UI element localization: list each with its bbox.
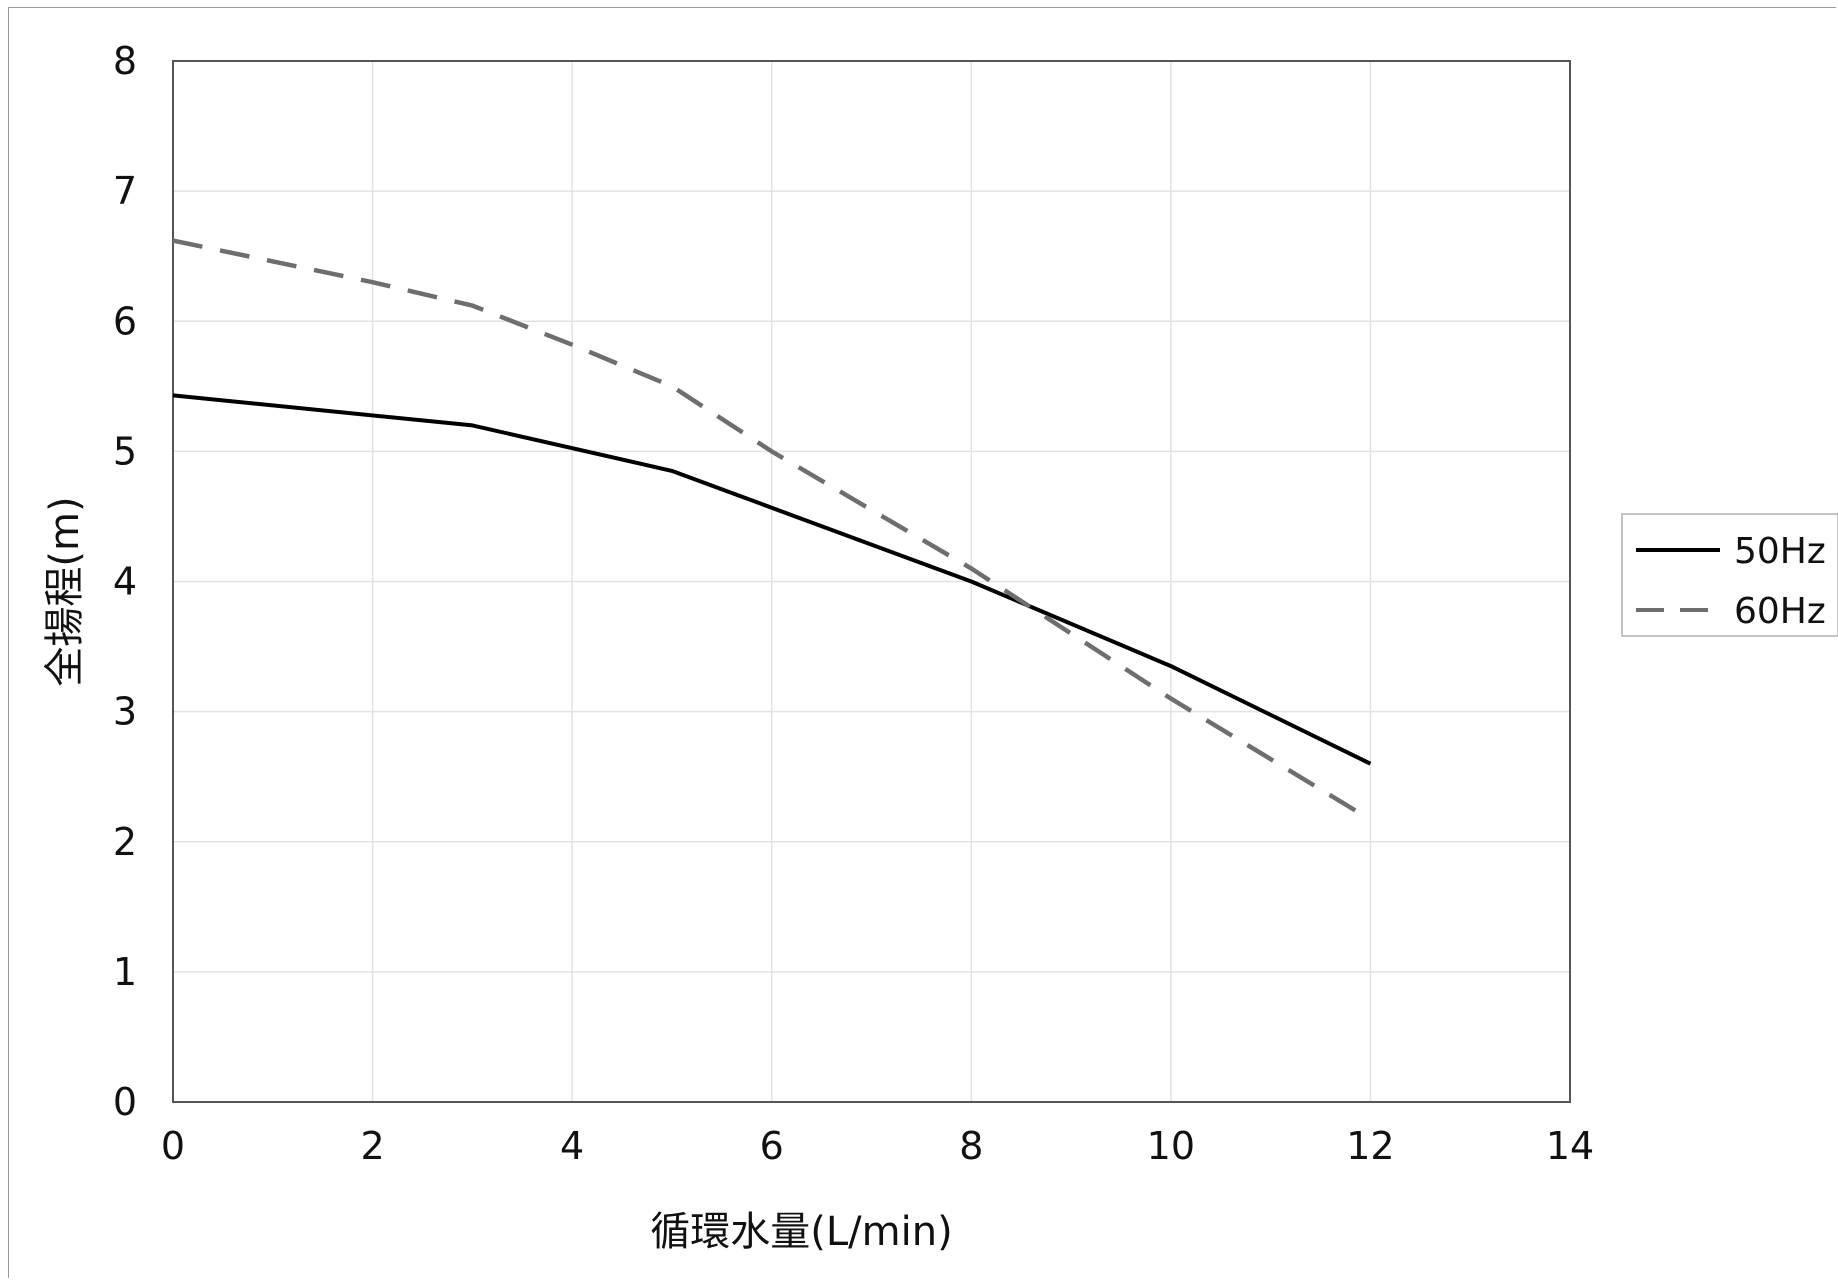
y-tick-label: 0 xyxy=(113,1080,137,1124)
y-tick-label: 7 xyxy=(113,169,137,213)
y-axis-title: 全揚程(m) xyxy=(42,496,88,686)
legend: 50Hz 60Hz xyxy=(1621,513,1838,637)
y-tick-label: 6 xyxy=(113,299,137,343)
series-line-60Hz xyxy=(172,238,1372,822)
y-tick-label: 3 xyxy=(113,690,137,734)
x-tick-label: 0 xyxy=(161,1124,185,1168)
plot-area xyxy=(172,60,1571,1103)
x-tick-label: 4 xyxy=(560,1124,584,1168)
y-tick-label: 5 xyxy=(113,429,137,473)
x-axis-title: 循環水量(L/min) xyxy=(650,1209,952,1255)
y-tick-label: 8 xyxy=(113,39,137,83)
series-lines xyxy=(172,238,1372,822)
series-line-50Hz xyxy=(172,393,1372,766)
legend-box xyxy=(1621,513,1838,637)
x-tick-label: 14 xyxy=(1546,1124,1594,1168)
x-tick-label: 6 xyxy=(760,1124,784,1168)
x-tick-label: 12 xyxy=(1346,1124,1394,1168)
y-tick-label: 1 xyxy=(113,950,137,994)
legend-label-60Hz: 60Hz xyxy=(1734,591,1826,632)
chart-frame xyxy=(8,7,1836,1278)
y-tick-label: 2 xyxy=(113,820,137,864)
legend-label-50Hz: 50Hz xyxy=(1734,531,1826,572)
y-tick-label: 4 xyxy=(113,560,137,604)
x-tick-label: 2 xyxy=(360,1124,384,1168)
x-tick-label: 8 xyxy=(959,1124,983,1168)
x-tick-label: 10 xyxy=(1147,1124,1195,1168)
grid xyxy=(173,61,1570,1102)
